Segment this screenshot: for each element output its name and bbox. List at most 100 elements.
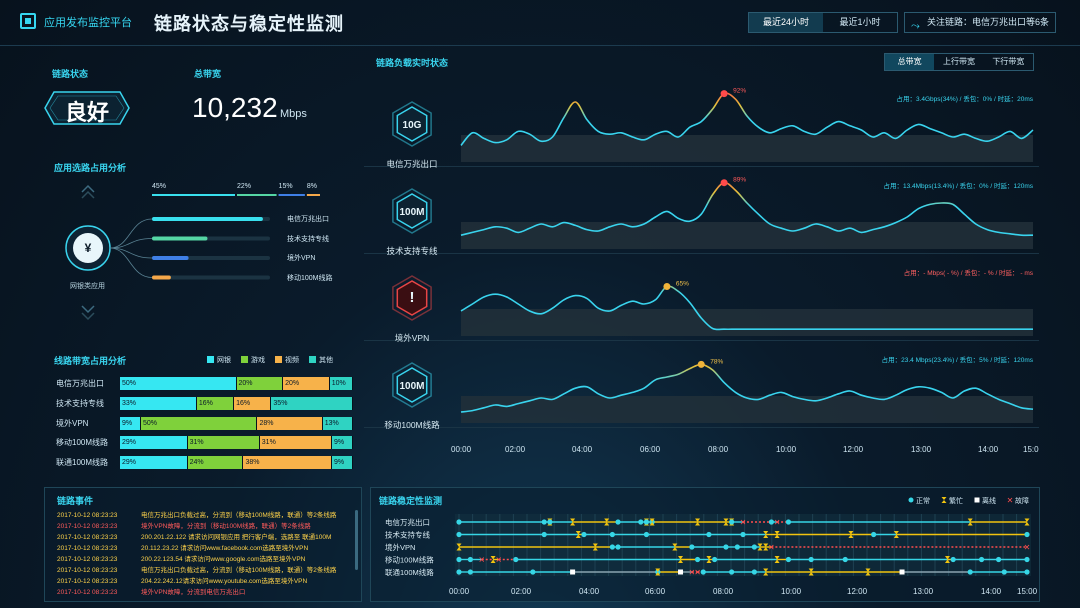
load-series-line bbox=[460, 92, 1034, 146]
event-time: 2017-10-12 08:23:23 bbox=[57, 567, 118, 574]
status-busy-icon bbox=[655, 568, 661, 576]
status-normal-dot bbox=[751, 569, 757, 575]
status-normal-dot bbox=[1024, 531, 1030, 538]
x-tick-label: 15:00 bbox=[1017, 587, 1038, 596]
bandwidth-segment: 29% bbox=[120, 456, 188, 470]
peak-label: 65% bbox=[676, 281, 689, 288]
status-busy-icon bbox=[706, 556, 712, 563]
capacity-badge: 100M bbox=[399, 381, 424, 392]
peak-marker bbox=[697, 360, 705, 368]
focus-links-select[interactable]: ⤳ 关注链路：电信万兆出口等6条 ⌄ bbox=[904, 12, 1056, 33]
status-busy-icon bbox=[695, 518, 701, 526]
status-fault-icon: ✕ bbox=[495, 556, 502, 565]
status-offline-icon bbox=[570, 569, 576, 575]
bandwidth-row-name: 移动100M线路 bbox=[56, 438, 109, 448]
status-fault-icon: ✕ bbox=[740, 518, 747, 527]
x-tick-label: 15:00 bbox=[1023, 445, 1039, 454]
events-list: 2017-10-12 08:23:23 电信万兆出口负载过高，分流到（移动100M… bbox=[57, 510, 352, 598]
status-busy-icon bbox=[808, 568, 814, 576]
bandwidth-row-name: 联通100M线路 bbox=[56, 458, 109, 468]
usage-line-fill bbox=[152, 256, 189, 260]
bandwidth-row-name: 电信万兆出口 bbox=[56, 379, 104, 388]
share-icon: ⤳ bbox=[911, 20, 920, 32]
tab-total[interactable]: 总带宽 bbox=[885, 54, 935, 70]
tab-download[interactable]: 下行带宽 bbox=[992, 57, 1025, 66]
legend-label: 视频 bbox=[285, 357, 299, 364]
load-series-line bbox=[460, 285, 1033, 331]
status-normal-dot bbox=[785, 556, 792, 563]
status-normal-dot bbox=[768, 519, 774, 525]
status-busy-icon bbox=[763, 531, 769, 538]
legend-item: 视频 bbox=[275, 355, 299, 365]
status-busy-icon bbox=[672, 543, 678, 551]
load-series-line bbox=[460, 181, 1034, 237]
bandwidth-stack: 9% 50% 28% 13% bbox=[120, 416, 353, 430]
event-text: 204.22.242.12请求访问www.youtube.com选路至境外VPN bbox=[141, 578, 308, 585]
event-text: 200.22.123.54 请求访问www.google.com选路至境外VPN bbox=[141, 556, 306, 563]
bandwidth-row: 联通100M线路 29% 24% 38% 9% bbox=[56, 456, 356, 470]
legend-swatch bbox=[309, 356, 316, 363]
hexagon-frame-icon bbox=[44, 91, 130, 125]
legend-label: 繁忙 bbox=[949, 496, 963, 505]
status-busy-icon bbox=[944, 556, 950, 563]
app-usage-panel: ¥ 网银类应用 45% 22% 15% 8% 电信万兆出口 技术支持专线 境外VPN 移动1… bbox=[0, 178, 360, 338]
status-busy-icon bbox=[570, 518, 576, 526]
link-status-badge: 良好 bbox=[44, 91, 130, 125]
x-tick-label: 14:00 bbox=[978, 445, 999, 454]
bandwidth-row: 移动100M线路 29% 31% 31% 9% bbox=[56, 436, 356, 450]
x-tick-label: 12:00 bbox=[847, 587, 868, 596]
event-row: 2017-10-12 08:23:23 电信万兆出口负载过高，分流到（移动100M… bbox=[57, 565, 352, 576]
status-busy-icon bbox=[575, 531, 581, 538]
bandwidth-segment: 50% bbox=[140, 416, 258, 430]
status-fault-icon: ✕ bbox=[478, 556, 485, 565]
status-normal-dot bbox=[615, 544, 621, 550]
events-scrollbar[interactable] bbox=[355, 510, 358, 570]
tab-upload[interactable]: 上行带宽 bbox=[942, 57, 975, 66]
x-tick-label: 06:00 bbox=[640, 445, 661, 454]
status-normal-dot bbox=[609, 544, 615, 550]
stability-row-name: 境外VPN bbox=[385, 542, 415, 552]
time-24h-button[interactable]: 最近24小时 bbox=[749, 13, 823, 32]
x-tick-label: 00:00 bbox=[451, 445, 472, 454]
usage-line-label: 电信万兆出口 bbox=[287, 216, 329, 223]
events-title: 链路事件 bbox=[57, 496, 94, 506]
expand-icon[interactable] bbox=[20, 13, 36, 29]
status-normal-dot bbox=[581, 531, 587, 538]
event-row: 2017-10-12 08:23:23 20.112.23.22 请求访问www.… bbox=[57, 543, 352, 554]
load-line-name: 电信万兆出口 bbox=[386, 159, 437, 169]
status-busy-icon bbox=[848, 531, 854, 538]
status-normal-dot bbox=[1024, 556, 1030, 563]
status-normal-dot bbox=[842, 556, 848, 563]
event-row: 2017-10-12 08:23:23 204.22.242.12请求访问www.… bbox=[57, 576, 352, 587]
status-normal-dot bbox=[609, 531, 615, 538]
status-fault-icon: ✕ bbox=[689, 568, 696, 577]
event-time: 2017-10-12 08:23:23 bbox=[57, 556, 118, 563]
header-bar: 应用发布监控平台 链路状态与稳定性监测 最近24小时 最近1小时 ⤳ 关注链路：… bbox=[0, 0, 1080, 46]
baseline-band bbox=[461, 135, 1033, 162]
status-fault-icon: ✕ bbox=[694, 568, 701, 577]
baseline-band bbox=[461, 309, 1033, 336]
connector-line bbox=[109, 247, 153, 278]
badge-hexagon-inner bbox=[396, 280, 428, 316]
time-1h-button[interactable]: 最近1小时 bbox=[839, 17, 881, 27]
link-status-value: 良好 bbox=[64, 100, 109, 125]
app-usage-diagram: ¥ bbox=[65, 184, 320, 321]
event-row: 2017-10-12 08:23:23 200.201.22.122 请求访问网银… bbox=[57, 532, 352, 543]
status-normal-dot bbox=[1024, 569, 1030, 575]
status-normal-dot bbox=[1001, 569, 1007, 575]
event-time: 2017-10-12 08:23:23 bbox=[57, 545, 118, 552]
usage-line-label: 境外VPN bbox=[287, 255, 316, 262]
bandwidth-segment: 16% bbox=[196, 396, 235, 410]
x-tick-label: 02:00 bbox=[511, 587, 532, 596]
usage-line-fill bbox=[152, 217, 263, 221]
badge-hexagon-inner bbox=[396, 367, 428, 403]
status-busy-icon bbox=[592, 543, 598, 551]
event-time: 2017-10-12 08:23:23 bbox=[57, 589, 118, 596]
load-line-name: 移动100M线路 bbox=[384, 420, 440, 430]
usage-share-label: 15% bbox=[278, 183, 293, 190]
status-offline-icon bbox=[899, 569, 905, 575]
peak-label: 92% bbox=[733, 88, 746, 95]
alert-icon: ! bbox=[410, 289, 415, 306]
event-text: 200.201.22.122 请求访问网银应用 把行客户端，选路至 联通100M bbox=[141, 534, 332, 541]
